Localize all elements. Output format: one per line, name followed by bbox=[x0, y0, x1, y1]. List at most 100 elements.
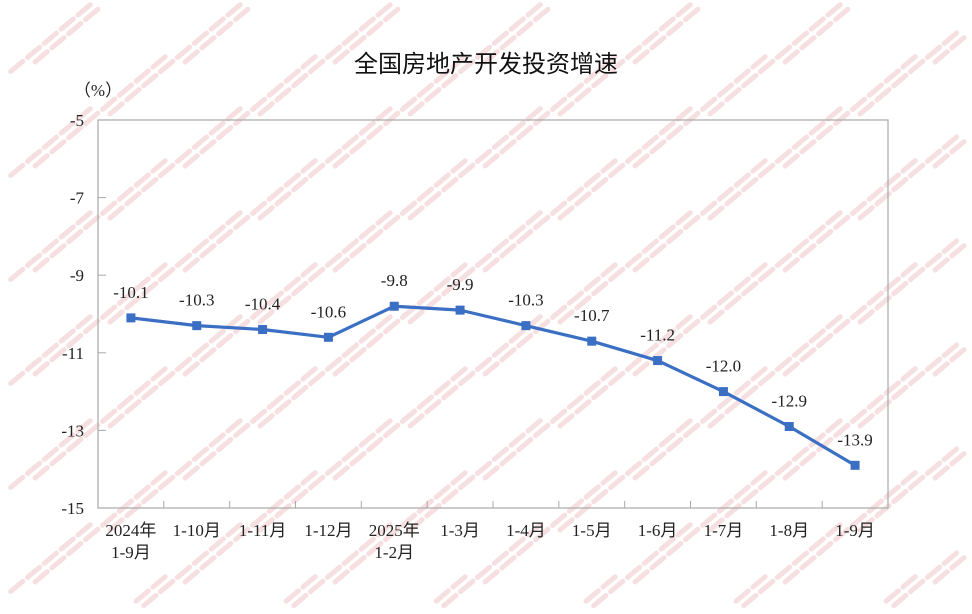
watermark-mark bbox=[124, 295, 142, 311]
chart-title: 全国房地产开发投资增速 bbox=[354, 50, 618, 78]
watermark-mark bbox=[341, 134, 360, 150]
watermark-mark bbox=[182, 569, 200, 585]
watermark-mark bbox=[583, 172, 601, 188]
watermark-mark bbox=[733, 276, 751, 292]
watermark-mark bbox=[75, 106, 93, 122]
watermark-mark bbox=[782, 257, 800, 273]
watermark-mark bbox=[358, 224, 376, 240]
watermark-mark bbox=[924, 44, 943, 60]
watermark-mark bbox=[416, 498, 435, 514]
x-tick-label: 2025年 bbox=[369, 521, 420, 540]
watermark-mark bbox=[508, 224, 526, 240]
watermark-mark bbox=[949, 451, 967, 467]
watermark-mark bbox=[58, 16, 76, 32]
watermark-mark bbox=[308, 266, 326, 283]
watermark-mark bbox=[424, 399, 442, 415]
watermark-mark bbox=[441, 176, 459, 193]
y-tick-label: -9 bbox=[70, 266, 84, 285]
watermark-mark bbox=[833, 526, 851, 543]
watermark-mark bbox=[707, 205, 725, 221]
watermark-mark bbox=[525, 106, 543, 122]
watermark-mark bbox=[816, 124, 834, 141]
watermark-mark bbox=[641, 30, 660, 46]
watermark-mark bbox=[557, 309, 575, 325]
watermark-mark bbox=[283, 276, 301, 292]
watermark-mark bbox=[716, 498, 735, 514]
watermark-mark bbox=[324, 460, 343, 476]
watermark-mark bbox=[574, 191, 592, 207]
watermark-mark bbox=[533, 422, 551, 439]
x-tick-label: 2024年 bbox=[105, 521, 156, 540]
watermark-mark bbox=[407, 517, 425, 533]
watermark-mark bbox=[257, 413, 275, 429]
watermark-mark bbox=[99, 200, 118, 216]
watermark-mark bbox=[774, 148, 793, 164]
watermark-mark bbox=[208, 16, 226, 32]
watermark-mark bbox=[549, 200, 568, 216]
watermark-mark bbox=[66, 124, 84, 141]
watermark-mark bbox=[750, 470, 768, 486]
watermark-mark bbox=[225, 106, 243, 122]
watermark-mark bbox=[116, 394, 135, 410]
watermark-mark bbox=[724, 87, 742, 103]
watermark-mark bbox=[291, 592, 309, 609]
watermark-mark bbox=[141, 592, 159, 609]
watermark-mark bbox=[133, 588, 151, 604]
watermark-mark bbox=[349, 555, 367, 571]
watermark-mark bbox=[591, 176, 609, 193]
watermark-mark bbox=[733, 588, 751, 604]
watermark-mark bbox=[608, 58, 626, 75]
data-point bbox=[850, 460, 860, 470]
watermark-mark bbox=[891, 72, 909, 89]
watermark-mark bbox=[866, 498, 885, 514]
watermark-mark bbox=[41, 446, 60, 462]
watermark-mark bbox=[300, 54, 318, 70]
watermark-mark bbox=[666, 124, 684, 141]
watermark-mark bbox=[216, 228, 234, 245]
watermark-mark bbox=[233, 526, 251, 543]
watermark-mark bbox=[375, 314, 393, 330]
watermark-mark bbox=[908, 162, 926, 179]
watermark-mark bbox=[750, 158, 768, 174]
watermark-mark bbox=[566, 186, 585, 202]
watermark-mark bbox=[774, 252, 793, 268]
watermark-mark bbox=[41, 30, 60, 46]
watermark-mark bbox=[375, 106, 393, 122]
watermark-mark bbox=[891, 488, 909, 505]
watermark-mark bbox=[266, 82, 285, 98]
watermark-mark bbox=[482, 569, 500, 585]
watermark-mark bbox=[32, 361, 50, 377]
watermark-mark bbox=[332, 153, 350, 169]
watermark-mark bbox=[441, 72, 459, 89]
watermark-mark bbox=[458, 370, 476, 387]
watermark-mark bbox=[549, 96, 568, 112]
watermark-mark bbox=[600, 574, 618, 590]
watermark-mark bbox=[591, 280, 609, 297]
watermark-mark bbox=[932, 361, 950, 377]
watermark-mark bbox=[283, 484, 301, 500]
watermark-mark bbox=[199, 555, 217, 571]
watermark-mark bbox=[32, 49, 50, 65]
watermark-mark bbox=[349, 139, 367, 155]
watermark-mark bbox=[249, 512, 268, 528]
watermark-mark bbox=[375, 522, 393, 538]
watermark-mark bbox=[191, 134, 210, 150]
watermark-mark bbox=[341, 30, 360, 46]
watermark-mark bbox=[941, 550, 960, 566]
watermark-mark bbox=[300, 574, 318, 590]
watermark-mark bbox=[107, 101, 125, 117]
watermark-mark bbox=[591, 72, 609, 89]
watermark-mark bbox=[266, 498, 285, 514]
watermark-mark bbox=[741, 384, 759, 401]
watermark-mark bbox=[32, 153, 50, 169]
watermark-mark bbox=[375, 2, 393, 18]
watermark-mark bbox=[533, 214, 551, 231]
watermark-mark bbox=[199, 35, 217, 51]
watermark-mark bbox=[450, 470, 468, 486]
watermark-mark bbox=[450, 54, 468, 70]
watermark-mark bbox=[358, 328, 376, 344]
watermark-mark bbox=[274, 503, 292, 519]
watermark-mark bbox=[591, 488, 609, 505]
watermark-mark bbox=[782, 361, 800, 377]
watermark-mark bbox=[375, 210, 393, 226]
